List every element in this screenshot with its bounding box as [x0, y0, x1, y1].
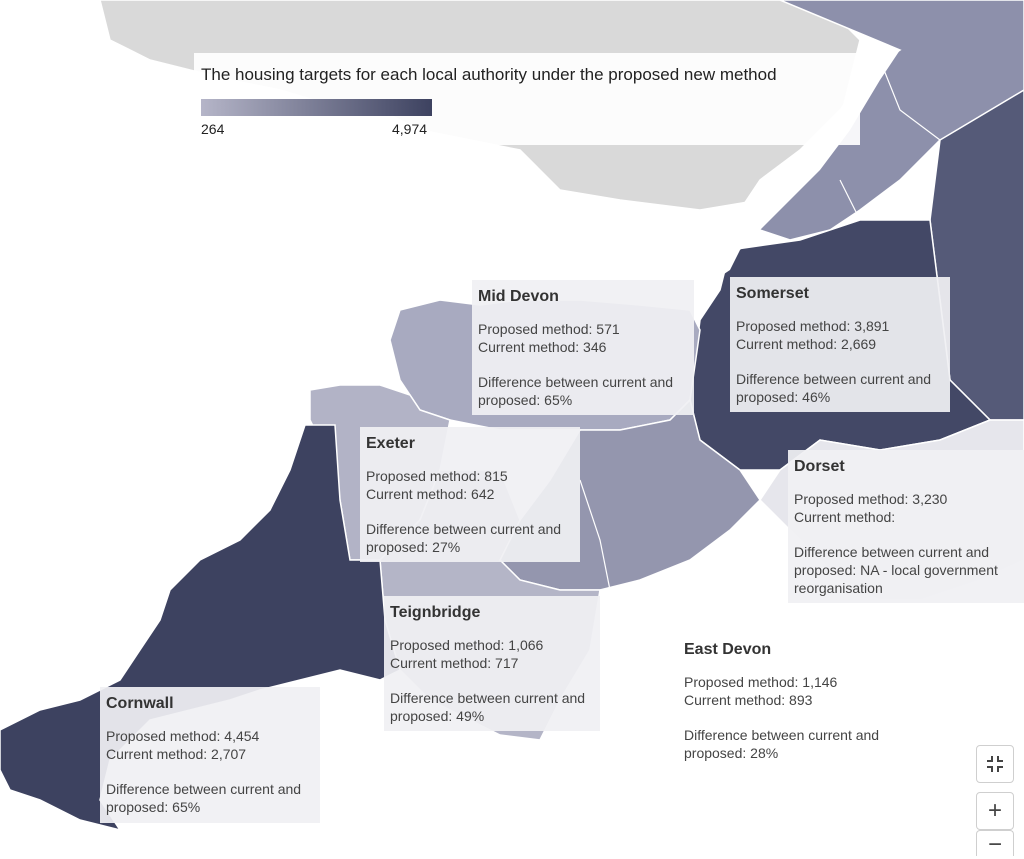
tooltip-name: Cornwall — [106, 695, 174, 712]
tooltip-name: Mid Devon — [478, 288, 559, 305]
tooltip-name: Exeter — [366, 435, 415, 452]
zoom-in-button[interactable]: + — [976, 792, 1014, 830]
tooltip-name: Dorset — [794, 458, 845, 475]
tooltip-diff-line2: proposed: 27% — [366, 539, 461, 555]
tooltip-proposed: Proposed method: 4,454 — [106, 728, 260, 744]
legend-max-label: 4,974 — [392, 121, 428, 137]
tooltip-current: Current method: 717 — [390, 655, 519, 671]
tooltip-diff-line2: proposed: 46% — [736, 389, 831, 405]
tooltip-name: Somerset — [736, 285, 809, 302]
tooltip-diff-line1: Difference between current and — [736, 371, 932, 387]
zoom-out-button[interactable]: − — [976, 830, 1014, 858]
tooltip-proposed: Proposed method: 815 — [366, 468, 508, 484]
tooltip-dorset: Dorset Proposed method: 3,230 Current me… — [788, 450, 1024, 603]
tooltip-diff-line1: Difference between current and — [794, 544, 990, 560]
tooltip-mid-devon: Mid Devon Proposed method: 571 Current m… — [472, 280, 694, 415]
zoom-in-label: + — [987, 797, 1002, 824]
tooltip-proposed: Proposed method: 3,230 — [794, 491, 948, 507]
legend-color-ramp — [201, 99, 432, 116]
tooltip-current: Current method: 642 — [366, 486, 495, 502]
tooltip-diff-line1: Difference between current and — [390, 690, 586, 706]
legend-min-label: 264 — [201, 121, 225, 137]
tooltip-current: Current method: 346 — [478, 339, 607, 355]
tooltip-diff-line2: proposed: NA - local government — [794, 562, 998, 578]
tooltip-diff-line2: proposed: 49% — [390, 708, 485, 724]
tooltip-exeter: Exeter Proposed method: 815 Current meth… — [360, 427, 580, 562]
tooltip-east-devon: East Devon Proposed method: 1,146 Curren… — [678, 633, 908, 768]
tooltip-current: Current method: — [794, 509, 896, 525]
fullscreen-exit-icon — [987, 756, 1003, 772]
tooltip-proposed: Proposed method: 1,066 — [390, 637, 544, 653]
tooltip-proposed: Proposed method: 3,891 — [736, 318, 890, 334]
tooltip-name: Teignbridge — [390, 604, 481, 621]
tooltip-proposed: Proposed method: 571 — [478, 321, 620, 337]
tooltip-current: Current method: 2,707 — [106, 746, 247, 762]
tooltip-diff-line1: Difference between current and — [684, 727, 880, 743]
tooltip-diff-line3: reorganisation — [794, 580, 883, 596]
tooltip-current: Current method: 2,669 — [736, 336, 877, 352]
water-bristol-channel — [260, 50, 900, 305]
fullscreen-exit-button[interactable] — [976, 745, 1014, 783]
legend-title: The housing targets for each local autho… — [201, 65, 777, 84]
tooltip-somerset: Somerset Proposed method: 3,891 Current … — [730, 277, 950, 412]
tooltip-current: Current method: 893 — [684, 692, 813, 708]
tooltip-diff-line2: proposed: 28% — [684, 745, 779, 761]
tooltip-cornwall: Cornwall Proposed method: 4,454 Current … — [100, 687, 320, 823]
tooltip-teignbridge: Teignbridge Proposed method: 1,066 Curre… — [384, 596, 600, 731]
legend: The housing targets for each local autho… — [194, 53, 860, 145]
tooltip-diff-line1: Difference between current and — [366, 521, 562, 537]
tooltip-diff-line2: proposed: 65% — [106, 799, 201, 815]
tooltip-diff-line1: Difference between current and — [106, 781, 302, 797]
tooltip-proposed: Proposed method: 1,146 — [684, 674, 838, 690]
tooltip-diff-line1: Difference between current and — [478, 374, 674, 390]
tooltip-diff-line2: proposed: 65% — [478, 392, 573, 408]
zoom-out-label: − — [987, 831, 1002, 858]
tooltip-name: East Devon — [684, 641, 772, 658]
